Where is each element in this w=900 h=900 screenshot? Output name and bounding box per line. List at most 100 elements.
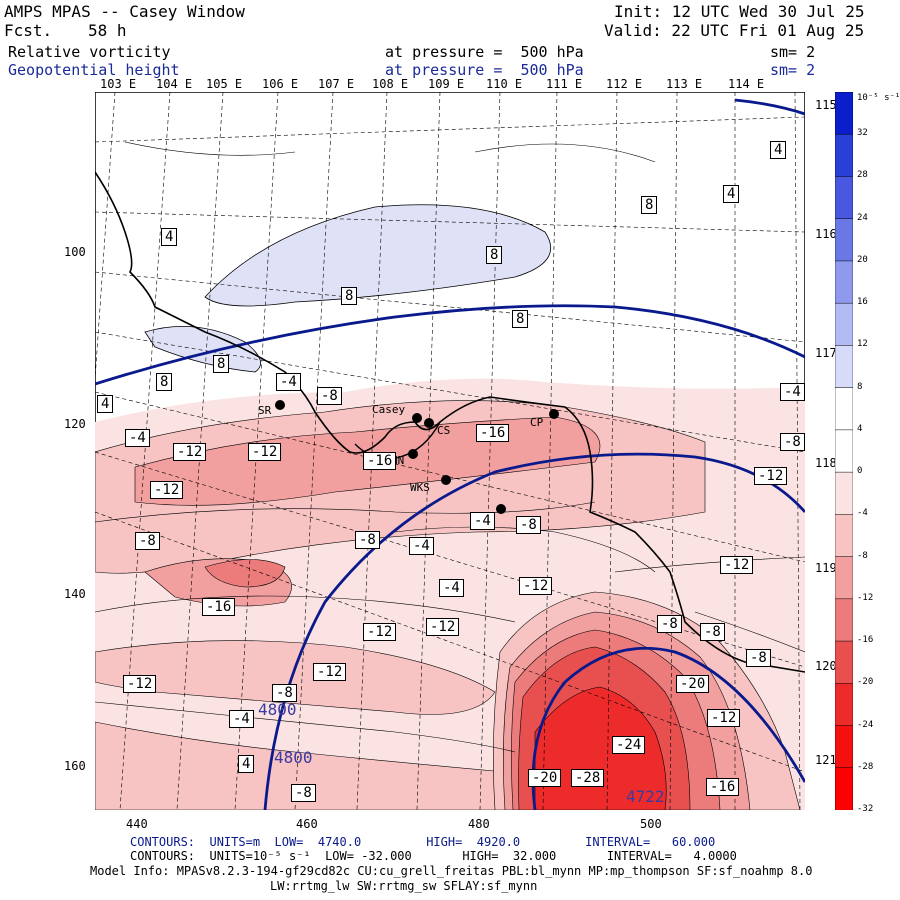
vorticity-contour-label: -12 <box>173 443 207 461</box>
positive-vorticity-area <box>144 325 262 373</box>
station-sr <box>275 400 285 410</box>
station-hn <box>408 449 418 459</box>
forecast-label: Fcst. <box>4 21 53 40</box>
vorticity-contour-label: -8 <box>317 387 342 405</box>
vorticity-contour-label: -4 <box>125 429 150 447</box>
colorbar-cell <box>835 725 853 769</box>
colorbar-tick-label: 28 <box>857 170 868 181</box>
vorticity-contour-label: -8 <box>355 531 380 549</box>
colorbar-cell <box>835 260 853 304</box>
colorbar-tick-label: -8 <box>857 550 868 561</box>
footer-vorticity-contours: CONTOURS: UNITS=10⁻⁵ s⁻¹ LOW= -32.000 HI… <box>130 849 737 863</box>
vorticity-contour-label: -8 <box>657 615 682 633</box>
colorbar-tick-label: 4 <box>857 423 863 434</box>
lon-label: 114 E <box>728 77 765 91</box>
lon-label: 108 E <box>372 77 409 91</box>
station-bs <box>496 504 506 514</box>
y-tick-label: 120 <box>64 417 86 431</box>
negative-vorticity-area <box>95 721 506 810</box>
x-tick-label: 440 <box>126 817 148 831</box>
colorbar-tick-label: -20 <box>857 677 874 688</box>
station-label-sr: SR <box>258 404 272 417</box>
vorticity-contour-label: -8 <box>516 516 541 534</box>
valid-time: Valid: 22 UTC Fri 01 Aug 25 <box>604 21 865 40</box>
vorticity-contour-label: -16 <box>476 424 510 442</box>
footer-schemes: LW:rrtmg_lw SW:rrtmg_sw SFLAY:sf_mynn <box>270 879 538 893</box>
vorticity-contour-label: -8 <box>272 684 297 702</box>
lon-label: 109 E <box>428 77 465 91</box>
height-contour-label: 4800 <box>274 748 313 767</box>
lon-label: 103 E <box>100 77 137 91</box>
vorticity-contour-label: -12 <box>519 577 553 595</box>
vorticity-contour-label: 4 <box>238 755 255 773</box>
colorbar-cell <box>835 598 853 642</box>
vorticity-contour-label: -4 <box>470 512 495 530</box>
field-name-height: Geopotential height <box>8 61 180 79</box>
vorticity-contour-label: -8 <box>291 784 316 802</box>
colorbar-cell <box>835 133 853 178</box>
lon-label: 113 E <box>666 77 703 91</box>
vorticity-contour-label: -8 <box>700 623 725 641</box>
vorticity-contour-label: -8 <box>135 532 160 550</box>
forecast-hour: 58 h <box>88 21 127 40</box>
pressure-level-vorticity: at pressure = 500 hPa <box>385 43 584 61</box>
colorbar-cell <box>835 302 853 347</box>
pressure-level-height: at pressure = 500 hPa <box>385 61 584 79</box>
vorticity-contour-label: 8 <box>341 287 358 305</box>
map-title: AMPS MPAS -- Casey Window <box>4 2 245 21</box>
vorticity-contour-label: -16 <box>706 778 740 796</box>
vorticity-contour-label: -8 <box>746 649 771 667</box>
vorticity-contour-label: -4 <box>276 373 301 391</box>
vorticity-contour-label: 4 <box>723 185 740 203</box>
colorbar-unit: 10⁻⁵ s⁻¹ <box>857 93 900 103</box>
colorbar-tick-label: 12 <box>857 339 868 350</box>
init-time: Init: 12 UTC Wed 30 Jul 25 <box>614 2 865 21</box>
vorticity-contour-label: 4 <box>770 141 787 159</box>
colorbar-tick-label: 0 <box>857 466 863 477</box>
vorticity-contour-label: -12 <box>707 709 741 727</box>
colorbar-cell <box>835 92 853 135</box>
station-cs <box>424 418 434 428</box>
vorticity-contour-label: -12 <box>248 443 282 461</box>
negative-vorticity-area <box>95 640 496 715</box>
colorbar-tick-label: 24 <box>857 212 868 223</box>
smoothing-height: sm= 2 <box>770 61 816 79</box>
colorbar-tick-label: -32 <box>857 804 874 814</box>
vorticity-contour-label: 8 <box>156 373 173 391</box>
footer-model-info: Model Info: MPASv8.2.3-194-gf29cd82c CU:… <box>90 864 813 878</box>
colorbar-cell <box>835 683 853 727</box>
vorticity-contour-label: -12 <box>123 675 157 693</box>
negative-vorticity-area <box>204 559 286 588</box>
smoothing-vorticity: sm= 2 <box>770 43 816 61</box>
x-tick-label: 480 <box>468 817 490 831</box>
vorticity-contour-label: -16 <box>363 452 397 470</box>
vorticity-contour-label: -12 <box>720 556 754 574</box>
colorbar-cell <box>835 387 853 431</box>
vorticity-contour-label: -4 <box>229 710 254 728</box>
vorticity-contour-label: -20 <box>676 675 710 693</box>
vorticity-contour-label: 8 <box>486 246 503 264</box>
colorbar-tick-label: 20 <box>857 254 868 265</box>
height-contour-label: 4722 <box>626 787 665 806</box>
colorbar-tick-label: 16 <box>857 297 868 308</box>
strong-negative-vorticity-area <box>534 686 667 810</box>
colorbar-cell <box>835 556 853 600</box>
vorticity-contour-label: -4 <box>439 579 464 597</box>
y-tick-label: 160 <box>64 759 86 773</box>
vorticity-contour-label: 4 <box>97 395 114 413</box>
y-tick-label: 100 <box>64 245 86 259</box>
vorticity-contour-label: -4 <box>409 537 434 555</box>
vorticity-contour-label: -28 <box>571 769 605 787</box>
colorbar-cell <box>835 345 853 389</box>
vorticity-contour-label: 8 <box>512 310 529 328</box>
lon-label: 106 E <box>262 77 299 91</box>
positive-vorticity-area <box>204 204 551 307</box>
lon-label: 110 E <box>486 77 523 91</box>
station-markers <box>275 400 559 514</box>
vorticity-contour-label: 8 <box>641 196 658 214</box>
colorbar-tick-label: -12 <box>857 592 874 603</box>
vorticity-contour-label: -12 <box>754 467 788 485</box>
station-casey <box>412 413 422 423</box>
vorticity-contour-label: -24 <box>612 736 646 754</box>
vorticity-contour-label: -8 <box>780 433 805 451</box>
